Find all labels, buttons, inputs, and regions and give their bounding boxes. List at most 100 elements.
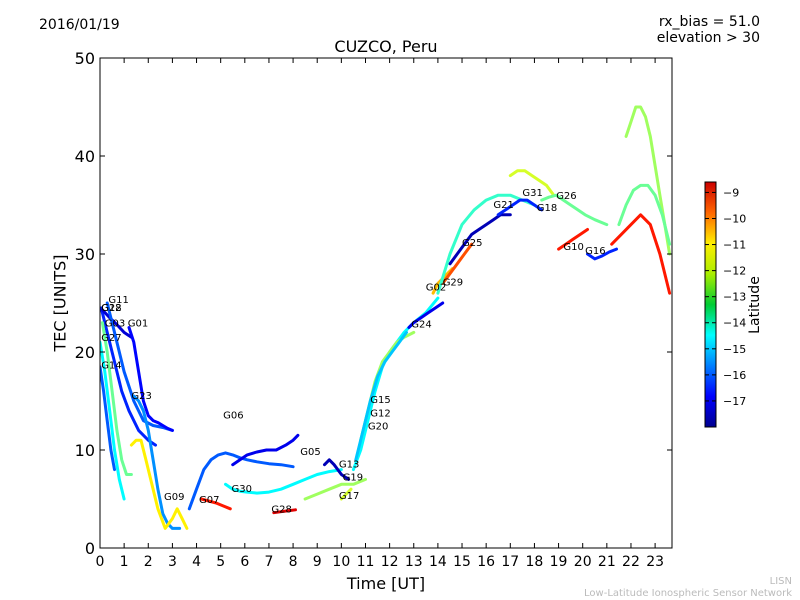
series-g14 <box>100 365 116 472</box>
label-g16: G16 <box>585 246 605 257</box>
series-g01 <box>127 326 174 432</box>
label-g10: G10 <box>563 242 583 253</box>
x-tick-label: 8 <box>289 554 298 570</box>
series-g05 <box>231 433 300 467</box>
series-g32 <box>624 105 672 256</box>
series-g22 <box>100 306 157 447</box>
y-tick-label: 10 <box>75 441 95 460</box>
watermark-lisn: LISN <box>769 576 792 587</box>
label-g31: G31 <box>522 188 542 199</box>
label-g27: G27 <box>101 333 121 344</box>
x-tick-label: 15 <box>453 554 471 570</box>
chart-title: CUZCO, Peru <box>334 37 438 56</box>
label-g18: G18 <box>101 303 121 314</box>
label-g01: G01 <box>128 319 148 330</box>
series-g31 <box>496 198 544 217</box>
series-g19 <box>303 477 367 501</box>
colorbar-tick-label: −10 <box>723 212 746 225</box>
x-tick-label: 21 <box>598 554 616 570</box>
x-tick-label: 19 <box>550 554 568 570</box>
series-g17 <box>339 487 353 501</box>
series-g27 <box>100 340 126 501</box>
x-axis-label: Time [UT] <box>346 574 426 593</box>
series-g06 <box>187 451 295 511</box>
series-g20 <box>354 330 408 462</box>
label-g18: G18 <box>537 203 557 214</box>
label-g05: G05 <box>300 447 320 458</box>
label-g22: G22 <box>101 303 121 314</box>
y-axis-ticks: 0 10 20 30 40 50 <box>75 49 672 558</box>
series-g18 <box>100 308 133 339</box>
x-tick-label: 2 <box>144 554 153 570</box>
colorbar-tick-label: −17 <box>723 395 746 408</box>
series-g23 <box>132 394 182 530</box>
series-g30 <box>224 468 343 495</box>
series-g15b <box>610 213 672 295</box>
label-g24: G24 <box>411 320 431 331</box>
label-g20: G20 <box>368 421 388 432</box>
label-g13: G13 <box>339 460 359 471</box>
colorbar-tick-label: −9 <box>723 186 739 199</box>
colorbar-label: Latitude <box>747 276 763 334</box>
x-tick-label: 3 <box>168 554 177 570</box>
series-g28 <box>272 508 297 515</box>
colorbar-tick-label: −14 <box>723 317 746 330</box>
series-g18b <box>508 169 556 197</box>
label-g15: G15 <box>370 395 390 406</box>
series-g29 <box>441 242 474 285</box>
series-g03 <box>100 321 133 476</box>
elevation-label: elevation > 30 <box>656 30 760 46</box>
y-axis-label: TEC [UNITS] <box>50 254 70 352</box>
label-g06: G06 <box>223 411 243 422</box>
x-tick-label: 9 <box>313 554 322 570</box>
label-g17: G17 <box>339 491 359 502</box>
x-tick-label: 17 <box>501 554 519 570</box>
label-g30: G30 <box>232 484 252 495</box>
x-tick-label: 18 <box>526 554 544 570</box>
x-tick-label: 1 <box>120 554 129 570</box>
label-g11: G11 <box>108 295 128 306</box>
x-tick-label: 10 <box>332 554 350 570</box>
colorbar-tick-label: −11 <box>723 239 746 252</box>
x-tick-label: 4 <box>192 554 201 570</box>
series-g26 <box>540 193 609 227</box>
series-g24 <box>407 301 445 329</box>
x-tick-label: 11 <box>357 554 375 570</box>
label-g12: G12 <box>370 409 390 420</box>
series-g13 <box>323 458 351 481</box>
x-tick-label: 12 <box>381 554 399 570</box>
colorbar-ticks: −17 −16 −15 −14 −13 −12 −11 −10 −9 <box>705 186 746 408</box>
series-layer <box>100 105 672 530</box>
y-tick-label: 30 <box>75 245 95 264</box>
x-tick-label: 7 <box>264 554 273 570</box>
series-g07 <box>199 497 232 511</box>
rx-bias-label: rx_bias = 51.0 <box>658 14 760 30</box>
x-tick-label: 5 <box>216 554 225 570</box>
series-g20b <box>617 183 672 246</box>
x-tick-label: 6 <box>240 554 249 570</box>
colorbar-tick-label: −13 <box>723 291 746 304</box>
x-tick-label: 0 <box>96 554 105 570</box>
label-g25: G25 <box>462 238 482 249</box>
series-g10 <box>557 228 589 251</box>
label-g19: G19 <box>343 472 363 483</box>
x-tick-label: 22 <box>622 554 640 570</box>
x-tick-label: 20 <box>574 554 592 570</box>
y-tick-label: 0 <box>85 539 95 558</box>
series-g16 <box>586 247 618 261</box>
series-g25 <box>448 213 512 266</box>
label-g28: G28 <box>271 505 291 516</box>
x-tick-label: 13 <box>405 554 423 570</box>
label-g29: G29 <box>443 277 463 288</box>
x-tick-label: 16 <box>477 554 495 570</box>
y-tick-label: 20 <box>75 343 95 362</box>
series-g11 <box>105 301 174 432</box>
label-g02: G02 <box>426 282 446 293</box>
date-label: 2016/01/19 <box>39 17 120 33</box>
series-g09 <box>129 438 189 530</box>
colorbar <box>704 181 717 428</box>
x-axis-ticks: 0 1 2 3 4 5 6 7 8 9 10 11 12 13 14 15 16 17 18 19 20 21 22 23 <box>96 58 664 570</box>
x-tick-label: 23 <box>646 554 664 570</box>
